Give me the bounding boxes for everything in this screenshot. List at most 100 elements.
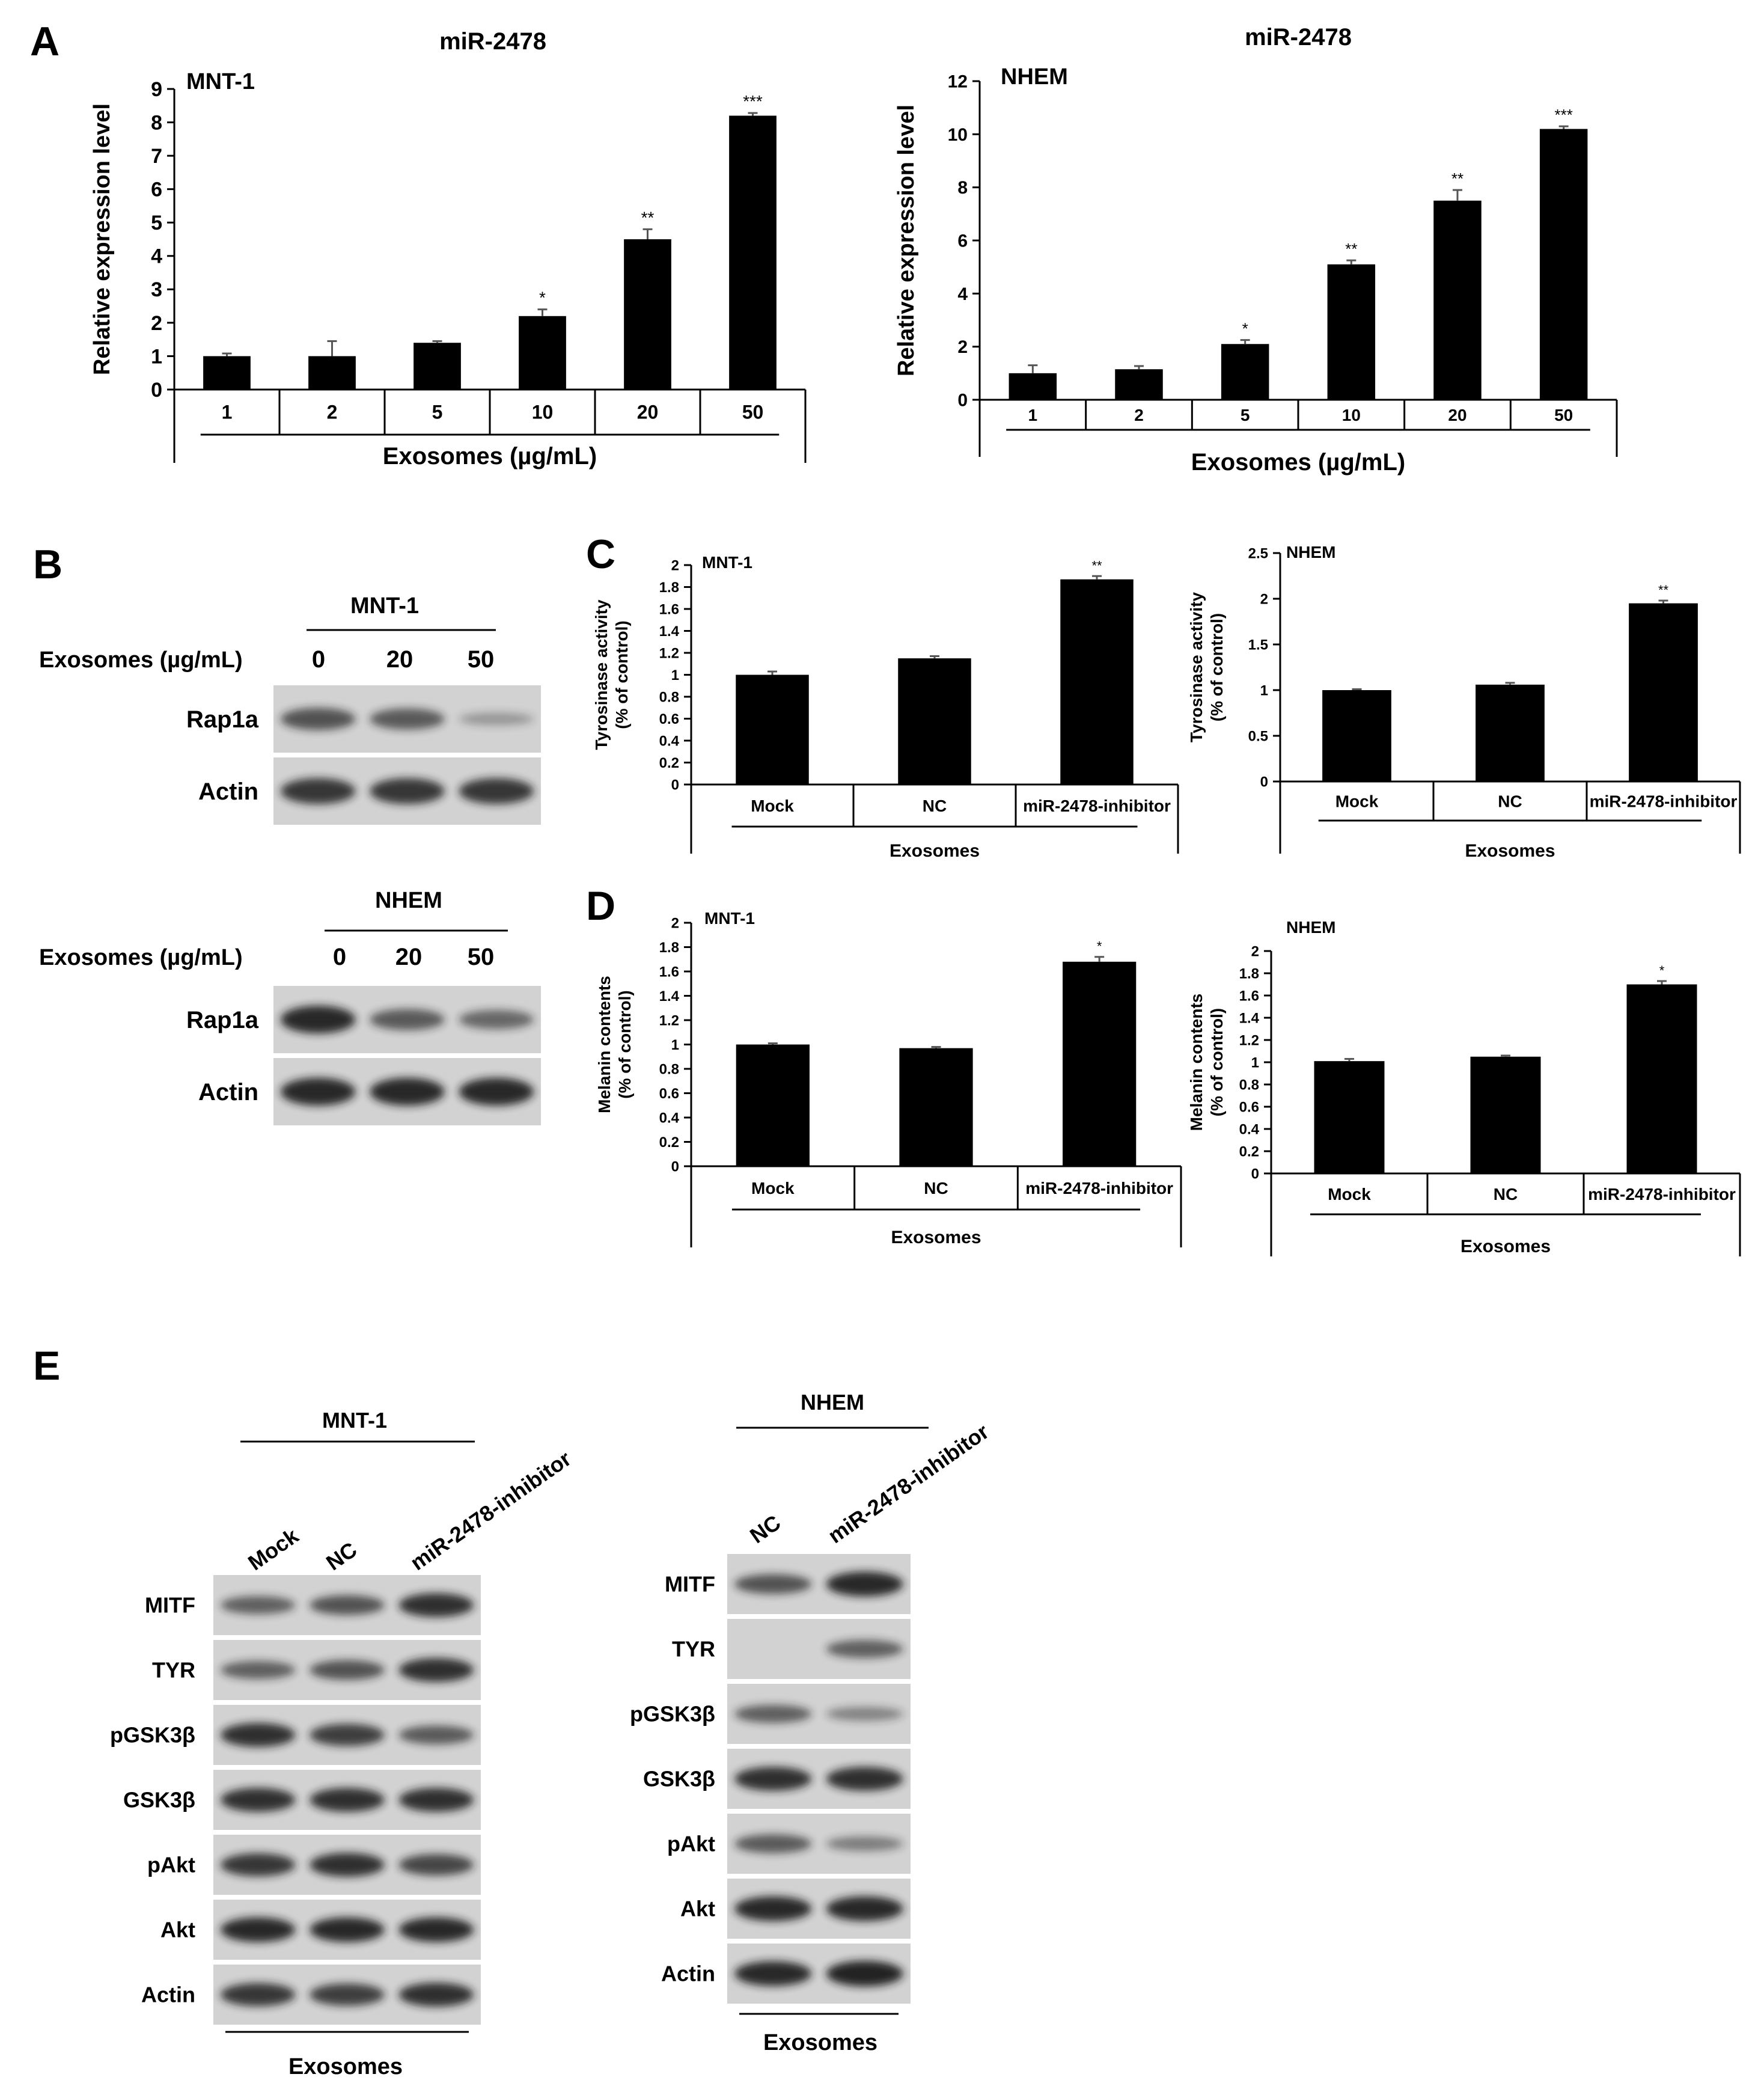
protein-band — [220, 1917, 296, 1942]
blot-B-NHEM: NHEM Exosomes (µg/mL) 0 20 50 Rap1a Actin — [39, 888, 541, 1125]
significance-mark: *** — [1554, 106, 1572, 124]
y-tick-label: 8 — [151, 111, 162, 134]
y-tick-label: 2 — [957, 337, 968, 357]
blot-B-MNT1: MNT-1 Exosomes (µg/mL) 0 20 50 Rap1a Actin — [39, 593, 541, 825]
y-tick-label: 6 — [151, 179, 162, 201]
category-label: Mock — [751, 1179, 795, 1197]
y-tick-label: 1.2 — [659, 1012, 679, 1029]
y-tick-label: 2.5 — [1248, 545, 1268, 561]
protein-band — [734, 1574, 812, 1594]
protein-band — [459, 1009, 534, 1030]
lane-label: 50 — [468, 646, 495, 673]
panel-letter-C: C — [586, 531, 615, 577]
panel-letter-E: E — [33, 1343, 60, 1389]
lane-label: NC — [322, 1537, 361, 1575]
y-tick-label: 0.4 — [1239, 1121, 1260, 1137]
blot-row-label: pGSK3β — [110, 1723, 195, 1748]
x-axis-label: Exosomes — [1465, 841, 1555, 861]
bar — [729, 115, 777, 390]
y-tick-label: 0 — [671, 777, 679, 793]
protein-band — [826, 1707, 903, 1721]
protein-band — [826, 1767, 903, 1791]
significance-mark: ** — [641, 208, 655, 227]
blot-row-label: Actin — [661, 1962, 715, 1986]
category-label: 10 — [532, 402, 554, 423]
y-tick-label: 10 — [948, 125, 968, 145]
significance-mark: * — [1242, 320, 1248, 338]
y-tick-label: 0 — [957, 391, 968, 411]
cell-line-label: MNT-1 — [702, 553, 752, 572]
panel-letter-A: A — [30, 19, 60, 64]
y-tick-label: 0.2 — [659, 755, 679, 771]
blot-row-label: pGSK3β — [630, 1702, 715, 1727]
y-tick-label: 1.4 — [659, 988, 680, 1005]
y-tick-label: 1 — [1251, 1054, 1259, 1071]
y-tick-label: 1.5 — [1248, 637, 1268, 653]
y-tick-label: 1.8 — [1239, 965, 1259, 982]
y-tick-label: 3 — [151, 278, 162, 301]
bar — [1433, 200, 1482, 400]
y-tick-label: 1.2 — [659, 645, 679, 661]
lane-label: 20 — [386, 646, 414, 673]
blot-row-label: GSK3β — [123, 1788, 195, 1812]
protein-band — [459, 1077, 534, 1106]
y-tick-label: 5 — [151, 212, 162, 234]
lane-label: NC — [745, 1510, 785, 1548]
x-axis-label: Exosomes (µg/mL) — [1191, 449, 1405, 476]
blot-row-label: GSK3β — [643, 1767, 715, 1791]
y-tick-label: 1 — [671, 1037, 679, 1053]
bar — [519, 316, 566, 390]
chart-C-NHEM: 0 0.5 1 1.5 2 2.5 NHEM Tyrosinase activity (% of… — [1187, 543, 1741, 861]
protein-band — [826, 1836, 903, 1852]
protein-band — [220, 1853, 296, 1877]
y-tick-label: 0.5 — [1248, 728, 1268, 744]
blot-footer-label: Exosomes — [288, 2054, 403, 2079]
blot-cell-label: MNT-1 — [322, 1408, 387, 1433]
protein-band — [734, 1705, 812, 1723]
y-tick-label: 1.6 — [1239, 988, 1259, 1004]
protein-band — [280, 708, 356, 730]
protein-band — [398, 1917, 474, 1942]
y-tick-label: 0 — [1251, 1166, 1259, 1182]
category-label: miR-2478-inhibitor — [1025, 1179, 1173, 1197]
y-tick-label: 4 — [151, 245, 162, 268]
y-tick-label: 0 — [151, 379, 162, 402]
blot-E-NHEM: NHEM NC miR-2478-inhibitor MITF TYR pGSK3β GSK… — [630, 1390, 993, 2055]
protein-band — [220, 1596, 296, 1614]
category-label: Mock — [1328, 1185, 1371, 1204]
blot-row-label: Rap1a — [186, 706, 259, 733]
protein-band — [310, 1724, 385, 1746]
blot-row-label: TYR — [152, 1658, 195, 1683]
exosome-dose-header: Exosomes (µg/mL) — [39, 647, 243, 673]
y-tick-label: 0.2 — [1239, 1143, 1259, 1160]
y-axis-label: (% of control) — [1207, 1008, 1226, 1116]
protein-band — [734, 1834, 812, 1853]
blot-cell-label: NHEM — [801, 1390, 864, 1415]
bar — [1063, 961, 1137, 1166]
bar — [1314, 1061, 1385, 1173]
category-label: 1 — [222, 402, 233, 423]
y-tick-label: 4 — [957, 284, 968, 304]
y-tick-label: 1.6 — [659, 601, 679, 617]
blot-cell-label: MNT-1 — [350, 593, 419, 619]
y-tick-label: 1.8 — [659, 940, 679, 956]
chart-C-MNT1: 0 0.2 0.4 0.6 0.8 1 1.2 1.4 1.6 1.8 2 MNT-1 Tyrosina… — [592, 553, 1179, 861]
cell-line-label: MNT-1 — [704, 909, 755, 928]
bar — [1470, 1056, 1541, 1173]
lane-label: 50 — [468, 944, 495, 970]
category-label: 20 — [637, 402, 659, 423]
protein-band — [310, 1853, 385, 1877]
blot-E-MNT1: MNT-1 Mock NC miR-2478-inhibitor MITF TYR pGSK… — [110, 1408, 576, 2079]
y-tick-label: 0.8 — [659, 1061, 679, 1077]
chart-D-MNT1: 0 0.2 0.4 0.6 0.8 1 1.2 1.4 1.6 1.8 2 MNT-1 Melanin … — [595, 909, 1182, 1247]
significance-mark: *** — [743, 92, 763, 111]
protein-band — [826, 1960, 903, 1987]
x-axis-label: Exosomes — [890, 841, 980, 861]
category-label: 1 — [1028, 406, 1038, 424]
y-tick-label: 2 — [1251, 943, 1259, 959]
blot-row-label: Akt — [680, 1897, 715, 1921]
y-tick-label: 0.6 — [659, 711, 679, 727]
category-label: NC — [1498, 792, 1522, 810]
category-label: Mock — [1335, 792, 1379, 810]
